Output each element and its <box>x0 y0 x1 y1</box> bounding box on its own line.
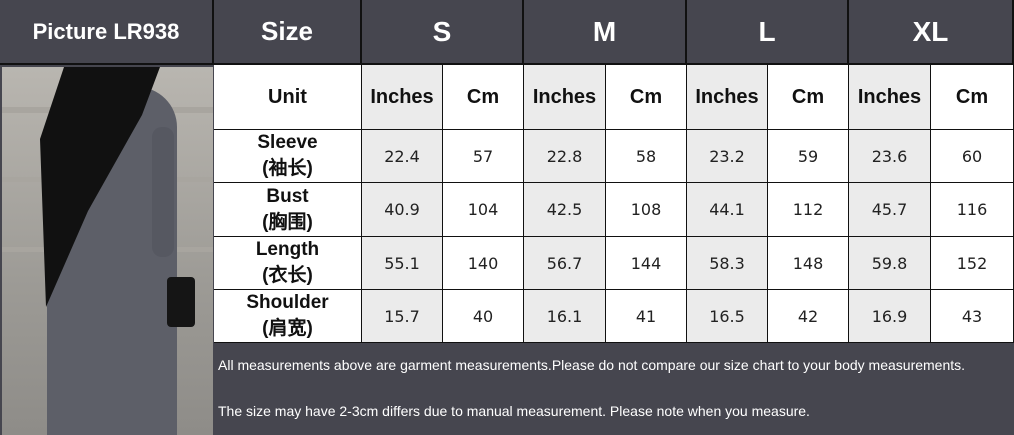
value-cell: 56.7 <box>524 237 606 290</box>
value-cell: 112 <box>768 183 849 237</box>
value-cell: 60 <box>931 130 1014 183</box>
value-cell: 59 <box>768 130 849 183</box>
value-cell: 16.5 <box>687 290 768 343</box>
value-cell: 58 <box>606 130 687 183</box>
unit-label: Unit <box>214 65 362 130</box>
row-name: Length <box>255 239 320 260</box>
row-name-cn: (衣长) <box>262 265 313 286</box>
row-label-sleeve: Sleeve (袖长) <box>214 130 362 183</box>
value-cell: 45.7 <box>849 183 931 237</box>
unit-cm-header: Cm <box>443 65 524 130</box>
value-cell: 144 <box>606 237 687 290</box>
value-cell: 108 <box>606 183 687 237</box>
value-cell: 116 <box>931 183 1014 237</box>
unit-cm-header: Cm <box>931 65 1014 130</box>
value-cell: 58.3 <box>687 237 768 290</box>
row-name: Sleeve <box>257 132 318 153</box>
value-cell: 43 <box>931 290 1014 343</box>
footer-notes: All measurements above are garment measu… <box>214 343 1014 435</box>
row-label-shoulder: Shoulder (肩宽) <box>214 290 362 343</box>
unit-cm-header: Cm <box>768 65 849 130</box>
unit-inches-header: Inches <box>524 65 606 130</box>
value-cell: 41 <box>606 290 687 343</box>
size-xl-header: XL <box>849 0 1014 65</box>
unit-inches-header: Inches <box>687 65 768 130</box>
unit-cm-header: Cm <box>606 65 687 130</box>
value-cell: 22.4 <box>362 130 443 183</box>
row-name-cn: (袖长) <box>262 158 313 179</box>
picture-header: Picture LR938 <box>0 0 214 65</box>
value-cell: 23.6 <box>849 130 931 183</box>
note-garment-measurements: All measurements above are garment measu… <box>218 357 966 373</box>
row-label-bust: Bust (胸围) <box>214 183 362 237</box>
size-m-header: M <box>524 0 687 65</box>
value-cell: 57 <box>443 130 524 183</box>
value-cell: 140 <box>443 237 524 290</box>
value-cell: 16.9 <box>849 290 931 343</box>
value-cell: 16.1 <box>524 290 606 343</box>
value-cell: 148 <box>768 237 849 290</box>
size-header: Size <box>214 0 362 65</box>
value-cell: 23.2 <box>687 130 768 183</box>
value-cell: 40.9 <box>362 183 443 237</box>
value-cell: 22.8 <box>524 130 606 183</box>
value-cell: 42.5 <box>524 183 606 237</box>
value-cell: 59.8 <box>849 237 931 290</box>
value-cell: 104 <box>443 183 524 237</box>
size-l-header: L <box>687 0 849 65</box>
unit-inches-header: Inches <box>362 65 443 130</box>
row-name-cn: (肩宽) <box>262 318 313 339</box>
row-label-length: Length (衣长) <box>214 237 362 290</box>
value-cell: 55.1 <box>362 237 443 290</box>
note-manual-measurement: The size may have 2-3cm differs due to m… <box>218 403 810 419</box>
size-s-header: S <box>362 0 524 65</box>
value-cell: 44.1 <box>687 183 768 237</box>
unit-inches-header: Inches <box>849 65 931 130</box>
row-name: Bust <box>266 185 309 207</box>
value-cell: 152 <box>931 237 1014 290</box>
value-cell: 40 <box>443 290 524 343</box>
row-name-cn: (胸围) <box>262 211 313 233</box>
product-photo <box>2 67 213 435</box>
row-name: Shoulder <box>246 292 329 313</box>
value-cell: 15.7 <box>362 290 443 343</box>
value-cell: 42 <box>768 290 849 343</box>
